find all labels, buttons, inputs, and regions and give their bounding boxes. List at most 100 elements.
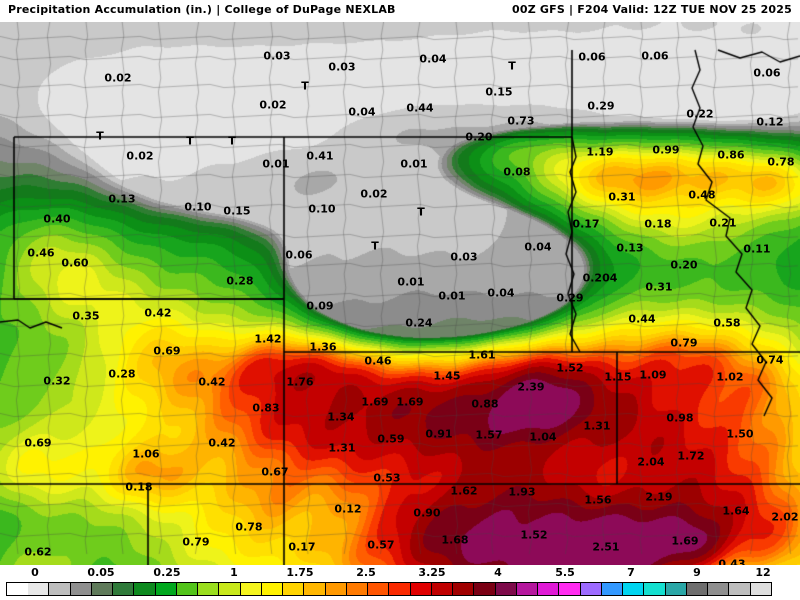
precip-value-label: 0.98 (666, 411, 694, 425)
colorbar-tick: 9 (693, 566, 701, 579)
precip-value-label: T (96, 129, 104, 143)
precip-value-label: 1.69 (361, 395, 389, 409)
precip-value-label: 0.10 (184, 200, 212, 214)
precip-value-label: 1.62 (450, 484, 478, 498)
precip-value-label: 0.02 (259, 98, 287, 112)
precip-value-label: 0.41 (306, 149, 334, 163)
precip-value-label: T (371, 239, 379, 253)
page-title: Precipitation Accumulation (in.) | Colle… (8, 3, 396, 16)
colorbar-swatch (49, 582, 71, 596)
colorbar-tick: 1.75 (286, 566, 314, 579)
precip-value-label: 0.69 (153, 344, 181, 358)
colorbar-swatch (516, 582, 539, 596)
colorbar-swatch (644, 582, 666, 596)
precip-value-label: 0.42 (198, 375, 226, 389)
precip-value-label: 0.60 (61, 256, 89, 270)
precip-value-label: 0.03 (263, 49, 291, 63)
colorbar-swatch (389, 582, 411, 596)
precip-value-label: 0.04 (524, 240, 552, 254)
precip-value-label: T (301, 79, 309, 93)
colorbar-swatch (219, 582, 241, 596)
precip-value-label: 0.12 (334, 502, 362, 516)
precip-value-label: 0.13 (616, 241, 644, 255)
colorbar-swatches (0, 582, 800, 596)
colorbar-tick: 12 (755, 566, 771, 579)
precip-value-label: 0.02 (126, 149, 154, 163)
precip-value-label: 0.58 (713, 316, 741, 330)
colorbar-swatch (240, 582, 262, 596)
colorbar-swatch (686, 582, 709, 596)
precip-value-label: 1.52 (520, 528, 548, 542)
colorbar-swatch (601, 582, 624, 596)
precip-value-label: 0.67 (261, 465, 289, 479)
colorbar-swatch (431, 582, 454, 596)
precip-value-label: 0.08 (503, 165, 531, 179)
precip-value-label: 1.45 (433, 369, 461, 383)
precip-value-label: 0.20 (465, 130, 493, 144)
precip-value-label: 0.09 (306, 299, 334, 313)
precip-value-label: 1.06 (132, 447, 160, 461)
colorbar-swatch (261, 582, 284, 596)
precip-value-label: 0.01 (438, 289, 466, 303)
precip-value-label: 0.28 (226, 274, 254, 288)
precip-value-label: 0.83 (252, 401, 280, 415)
colorbar-swatch (538, 582, 560, 596)
precip-value-label: 1.68 (441, 533, 469, 547)
precip-value-label: 1.76 (286, 375, 314, 389)
colorbar-swatch (176, 582, 199, 596)
precip-value-label: 1.15 (604, 370, 632, 384)
precip-value-label: 0.204 (582, 271, 618, 285)
precip-value-label: 0.04 (419, 52, 447, 66)
precip-value-label: 0.69 (24, 436, 52, 450)
precip-value-label: 0.04 (487, 286, 515, 300)
precip-value-label: 0.28 (108, 367, 136, 381)
precip-value-label: 1.04 (529, 430, 557, 444)
colorbar-swatch (750, 582, 772, 596)
precip-value-label: 1.31 (328, 441, 356, 455)
precip-value-label: 0.06 (641, 49, 669, 63)
precip-value-label: 0.12 (756, 115, 784, 129)
precip-value-label: 0.31 (608, 190, 636, 204)
precip-value-label: 2.04 (637, 455, 665, 469)
precip-value-label: 0.01 (400, 157, 428, 171)
precip-value-label: 0.04 (348, 105, 376, 119)
precip-value-label: 0.22 (686, 107, 714, 121)
precip-value-label: 0.74 (756, 353, 784, 367)
precip-value-label: 0.31 (645, 280, 673, 294)
precip-value-label: 1.36 (309, 340, 337, 354)
precip-value-label: 0.40 (43, 212, 71, 226)
precip-value-label: 1.19 (586, 145, 614, 159)
precip-value-label: 0.48 (688, 188, 716, 202)
colorbar-swatch (708, 582, 730, 596)
precipitation-map[interactable]: 0.02 0.03 0.03 0.04 T 0.06 0.06 0.06 0.02 T 0.04 0.… (0, 22, 800, 565)
colorbar-tick: 2.5 (356, 566, 376, 579)
precip-value-label: 0.06 (285, 248, 313, 262)
precip-value-label: 1.69 (671, 534, 699, 548)
precip-value-label: 0.02 (360, 187, 388, 201)
colorbar-swatch (495, 582, 517, 596)
precip-value-label: 0.15 (223, 204, 251, 218)
precip-value-label: 0.91 (425, 427, 453, 441)
precip-value-label: 1.34 (327, 410, 355, 424)
colorbar-swatch (623, 582, 645, 596)
colorbar-swatch (368, 582, 390, 596)
precip-value-label: 1.93 (508, 485, 536, 499)
colorbar-tick: 3.25 (418, 566, 446, 579)
precip-value-label: 2.02 (771, 510, 799, 524)
precip-value-label: 0.06 (578, 50, 606, 64)
precip-value-label: 0.73 (507, 114, 535, 128)
precip-value-label: 1.42 (254, 332, 282, 346)
precip-value-label: 0.99 (652, 143, 680, 157)
precip-value-label: 0.62 (24, 545, 52, 559)
precip-value-label: 1.69 (396, 395, 424, 409)
colorbar-tick: 0.05 (87, 566, 115, 579)
precip-value-label: 0.57 (367, 538, 395, 552)
precip-value-label: 1.56 (584, 493, 612, 507)
precip-value-label: 0.15 (485, 85, 513, 99)
precip-value-label: 0.18 (644, 217, 672, 231)
precip-value-label: 2.39 (517, 380, 545, 394)
colorbar-swatch (559, 582, 581, 596)
colorbar-swatch (580, 582, 602, 596)
precip-value-label: 0.90 (413, 506, 441, 520)
colorbar-swatch (155, 582, 177, 596)
